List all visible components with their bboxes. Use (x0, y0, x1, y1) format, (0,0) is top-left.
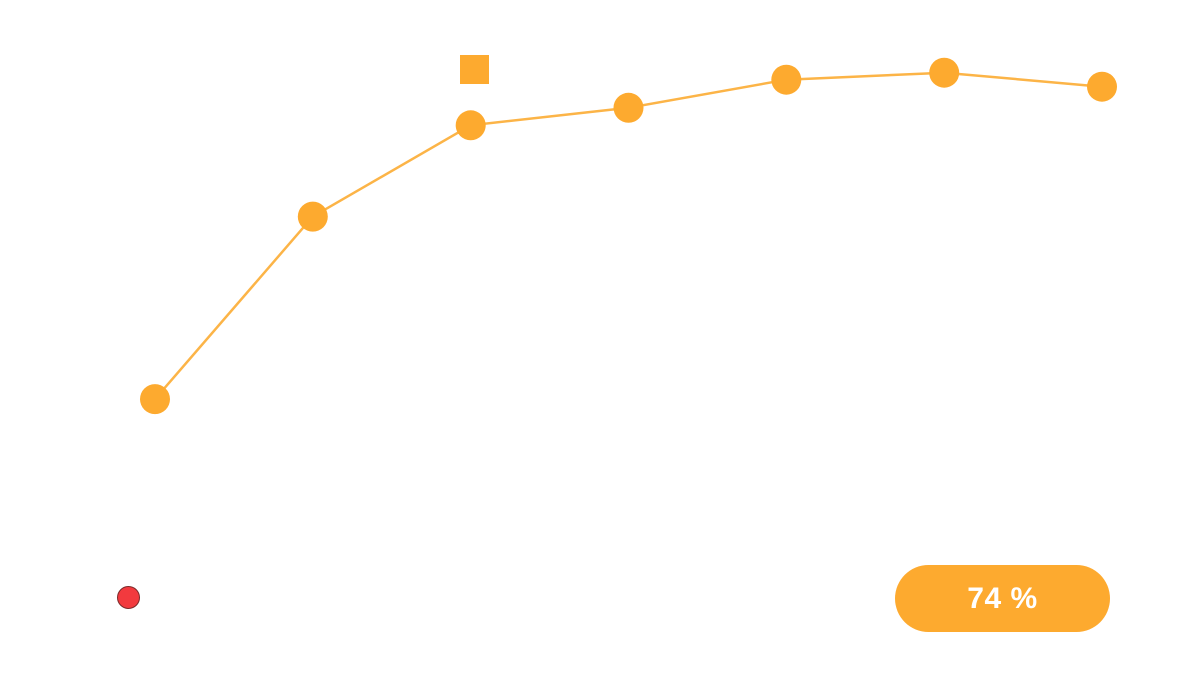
data-point (613, 92, 644, 123)
legend-square-icon (460, 55, 489, 84)
data-point (1087, 71, 1117, 102)
data-point (297, 201, 328, 232)
data-point (771, 64, 802, 95)
percent-badge: 74 % (895, 565, 1110, 632)
data-point (455, 110, 486, 141)
red-dot-icon (117, 586, 140, 609)
data-point (140, 384, 170, 415)
percent-badge-label: 74 % (967, 581, 1038, 615)
data-point (929, 57, 960, 88)
series-layer (140, 57, 1117, 415)
